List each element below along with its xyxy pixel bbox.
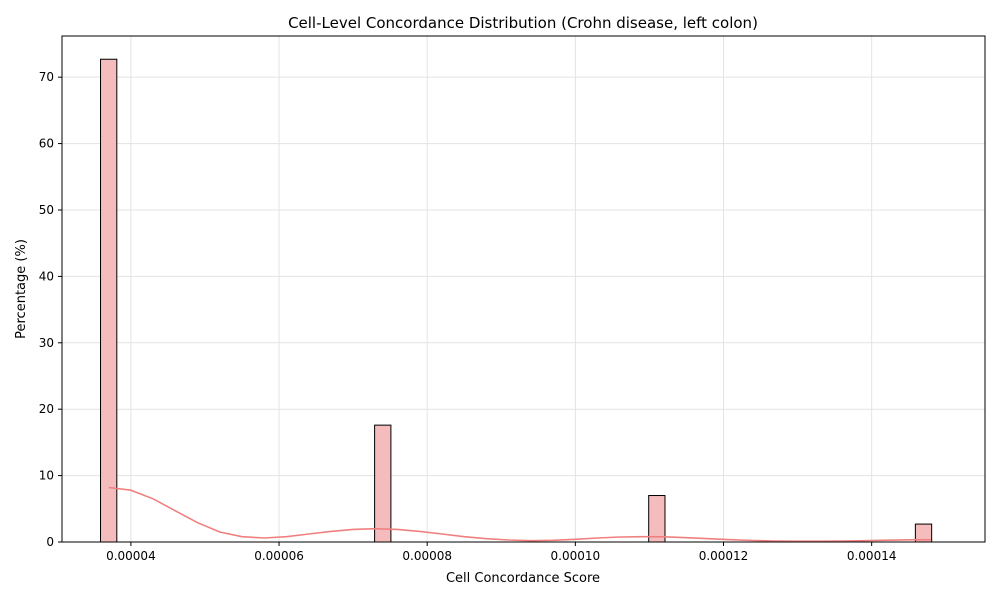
kde-curve — [108, 486, 931, 542]
x-axis-label: Cell Concordance Score — [446, 571, 600, 586]
histogram-bar — [100, 58, 118, 543]
histogram-bar — [648, 495, 666, 543]
y-axis-ticks: 0 10 20 30 40 50 60 70 — [39, 70, 62, 549]
chart-title: Cell-Level Concordance Distribution (Cro… — [288, 14, 758, 32]
y-tick-label: 50 — [39, 203, 54, 217]
y-axis-label: Percentage (%) — [14, 239, 29, 339]
histogram-bar — [374, 424, 392, 543]
x-tick-label: 0.00006 — [254, 549, 304, 563]
x-tick-label: 0.00010 — [551, 549, 601, 563]
histogram-bars — [100, 58, 933, 543]
x-tick-label: 0.00012 — [699, 549, 749, 563]
x-tick-label: 0.00014 — [847, 549, 897, 563]
y-tick-label: 70 — [39, 70, 54, 84]
y-tick-label: 20 — [39, 402, 54, 416]
x-tick-label: 0.00004 — [106, 549, 156, 563]
x-axis-ticks: 0.00004 0.00006 0.00008 0.00010 0.00012 0.000… — [106, 542, 896, 563]
y-tick-label: 60 — [39, 137, 54, 151]
y-tick-label: 10 — [39, 469, 54, 483]
grid-lines — [62, 36, 985, 543]
x-tick-label: 0.00008 — [402, 549, 452, 563]
plot-area-frame — [61, 35, 986, 543]
y-tick-label: 0 — [46, 535, 54, 549]
y-tick-label: 30 — [39, 336, 54, 350]
y-tick-label: 40 — [39, 269, 54, 283]
